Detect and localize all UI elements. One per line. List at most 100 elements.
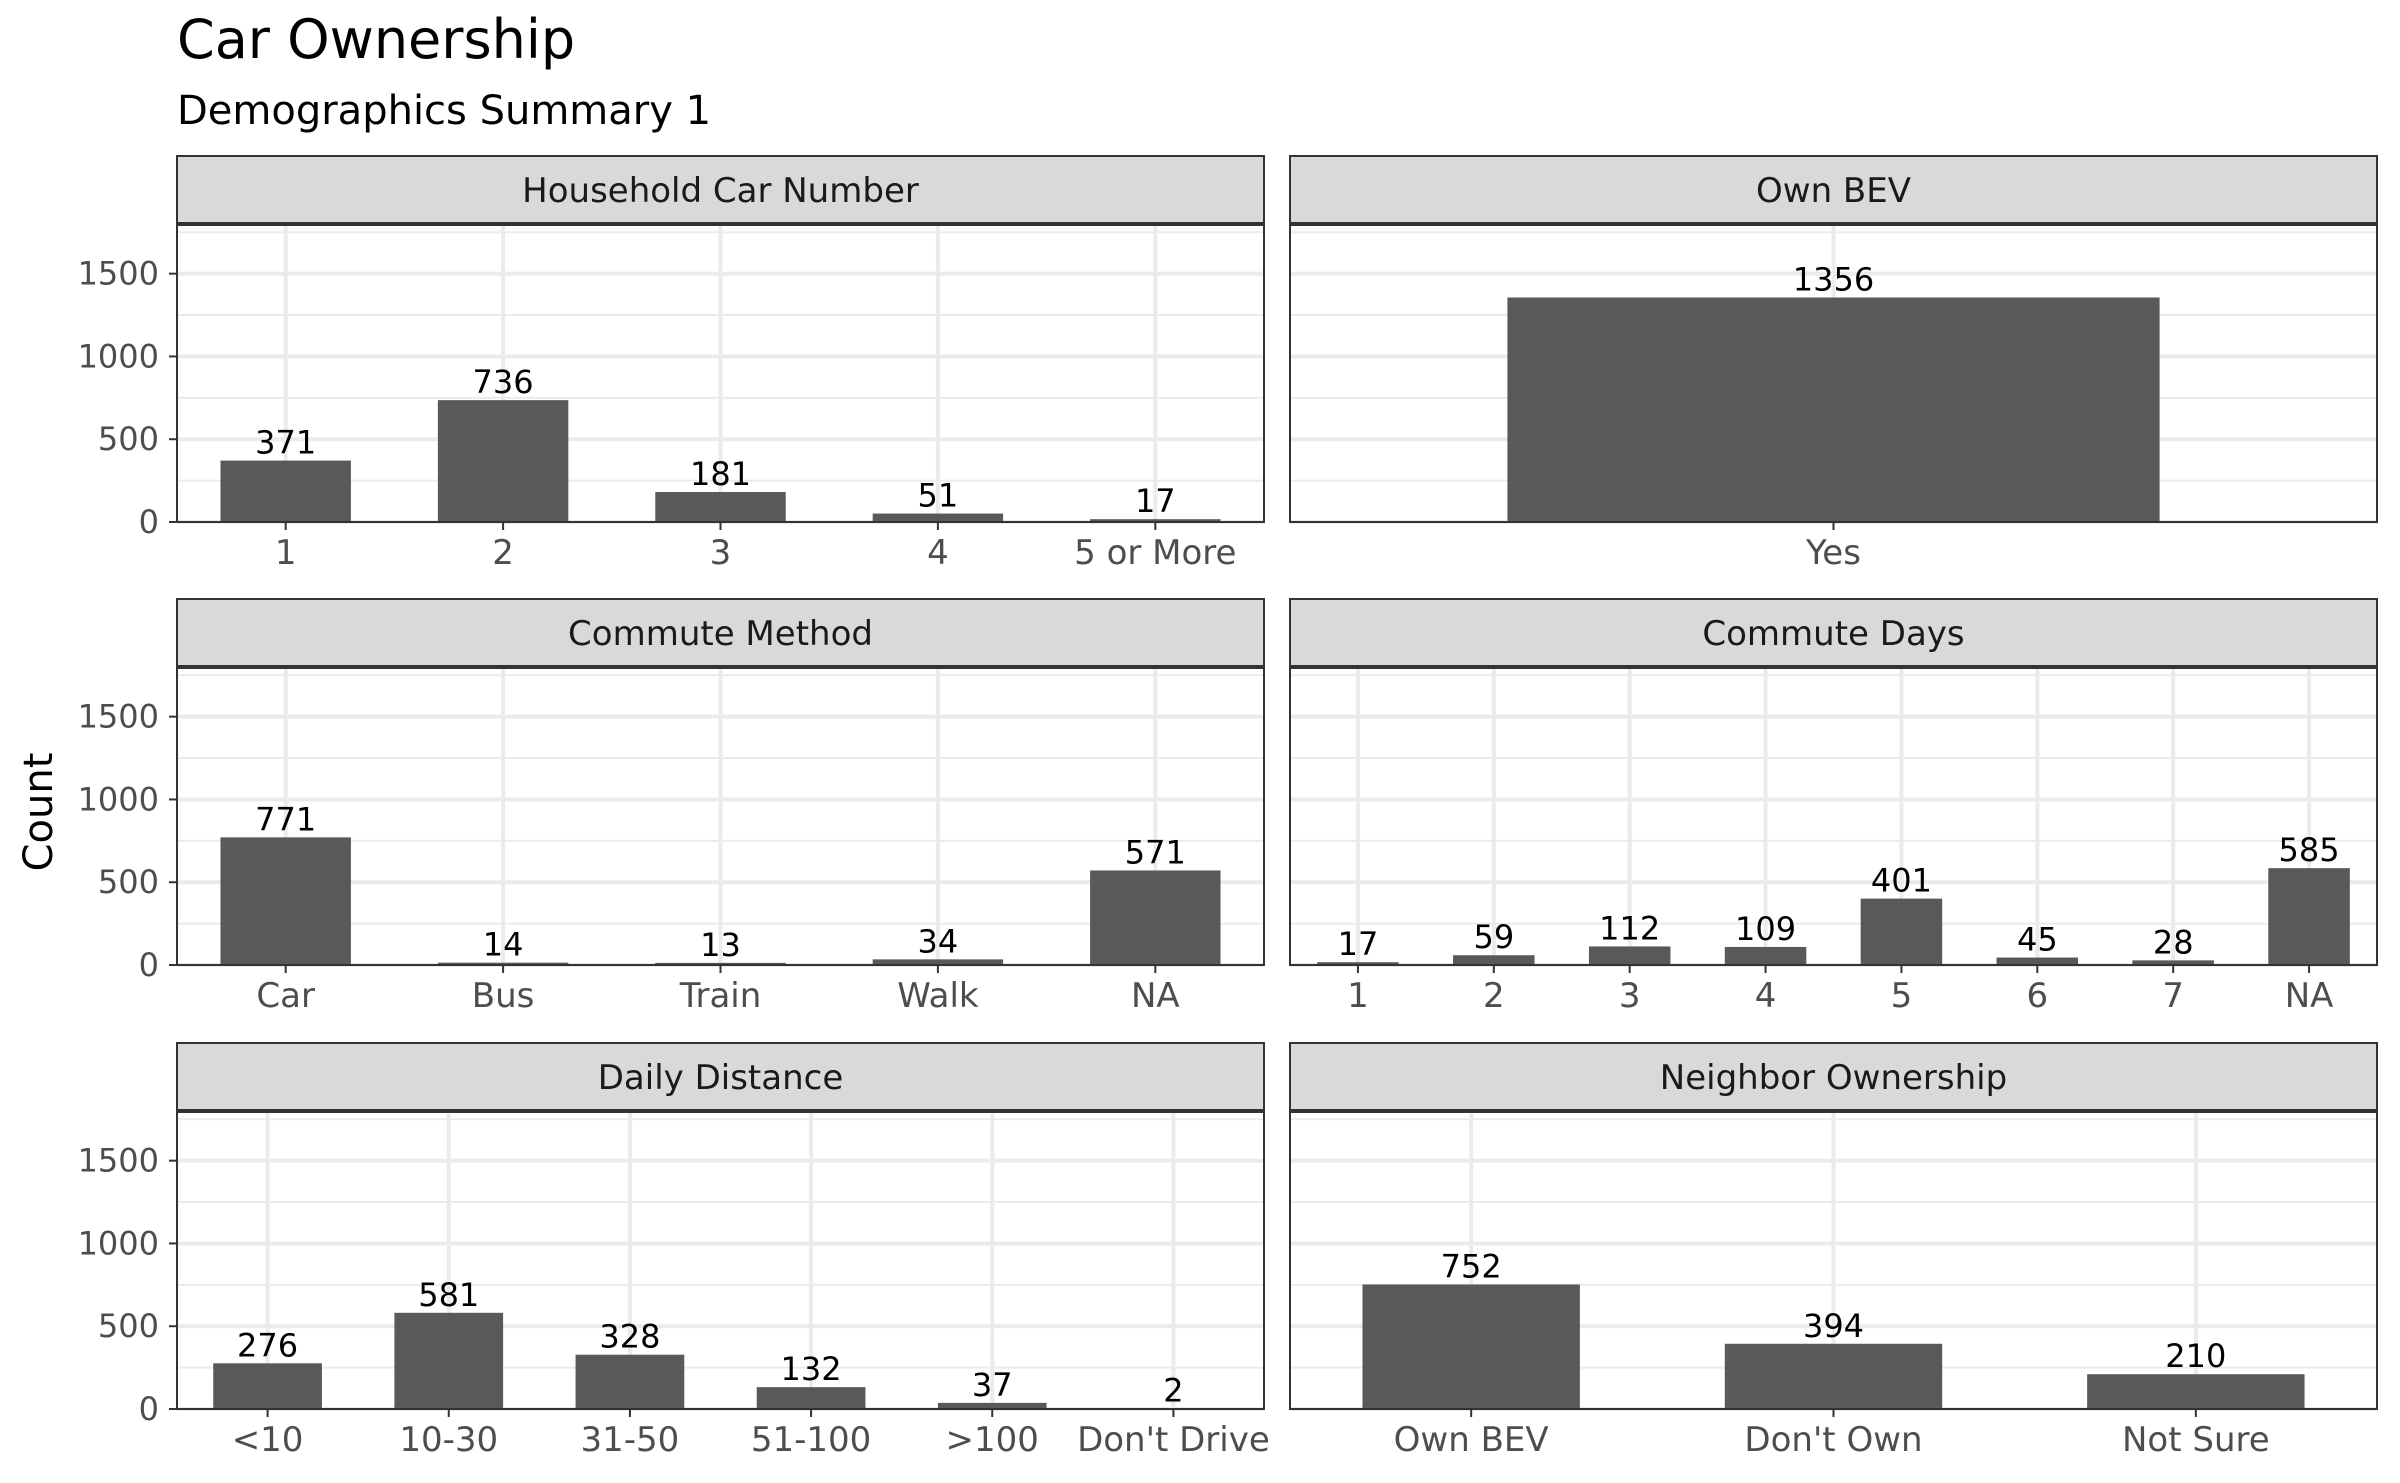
bar-label-yes: 1356 (1793, 261, 1874, 299)
x-tick-label-3: 3 (1619, 976, 1641, 1016)
bar-label-6: 45 (2017, 921, 2058, 959)
y-tick-label-1000: 1000 (78, 780, 159, 818)
facet-title-commute-method: Commute Method (568, 614, 873, 654)
bar-1 (1317, 962, 1399, 965)
bar-label-not-sure: 210 (2165, 1337, 2226, 1375)
bar-label-5: 401 (1871, 862, 1932, 900)
bar-100 (937, 1402, 1047, 1409)
x-tick-label-100: >100 (946, 1420, 1039, 1460)
y-tick-label-0: 0 (139, 1390, 159, 1428)
bar-na (2268, 868, 2350, 965)
bar-label-10-30: 581 (418, 1276, 479, 1314)
bar-7 (2132, 960, 2214, 965)
facet-strip (1289, 1042, 2378, 1112)
facet-title-daily-distance: Daily Distance (598, 1058, 844, 1098)
x-tick-label-train: Train (679, 976, 762, 1016)
bar-label-train: 13 (700, 926, 741, 964)
bar-2 (1453, 955, 1535, 965)
panel-background (1290, 667, 2377, 965)
bar-5-or-more (1090, 519, 1221, 522)
x-tick-label-51-100: 51-100 (751, 1420, 871, 1460)
y-tick-label-1500: 1500 (78, 1142, 159, 1180)
x-tick-label-5: 5 (1891, 976, 1913, 1016)
chart-subtitle: Demographics Summary 1 (177, 88, 711, 134)
x-tick-label-10: <10 (232, 1420, 304, 1460)
x-tick-label-4: 4 (1755, 976, 1777, 1016)
bar-label-na: 571 (1125, 833, 1186, 871)
bar-10-30 (394, 1312, 504, 1409)
chart-title: Car Ownership (177, 8, 575, 71)
panel-commute-method: 771 Car 14 Bus 13 Train 34 Walk 571 NA 0 500 1000 150… (78, 598, 1265, 1016)
bar-label-3: 181 (690, 455, 751, 493)
x-tick-label-2: 2 (492, 533, 514, 573)
x-tick-label-3: 3 (710, 533, 732, 573)
bar-na (1090, 870, 1221, 965)
bar-6 (1996, 957, 2079, 965)
bar-bus (437, 962, 569, 965)
bar-31-50 (575, 1354, 685, 1409)
bar-label-bus: 14 (483, 926, 524, 964)
bar-label-7: 28 (2153, 923, 2194, 961)
x-tick-label-don-t-own: Don't Own (1744, 1420, 1922, 1460)
bar-label-1: 371 (255, 424, 316, 462)
bar-2 (437, 400, 569, 522)
bar-3 (655, 492, 786, 522)
y-tick-label-1500: 1500 (78, 698, 159, 736)
bar-label-51-100: 132 (781, 1350, 842, 1388)
y-tick-label-1000: 1000 (78, 337, 159, 375)
bar-label-2: 736 (473, 363, 534, 401)
x-tick-label-1: 1 (275, 533, 297, 573)
x-tick-label-1: 1 (1347, 976, 1369, 1016)
bar-51-100 (756, 1387, 866, 1409)
x-tick-label-7: 7 (2162, 976, 2184, 1016)
bar-1 (220, 460, 351, 522)
bar-yes (1507, 297, 2160, 522)
bar-label-don-t-drive: 2 (1163, 1372, 1183, 1410)
panel-commute-days: 17 1 59 2 112 3 109 4 401 5 45 6 28 7 585 NA Commute Day… (1289, 598, 2378, 1016)
bar-4 (872, 513, 1004, 522)
x-tick-label-na: NA (2285, 976, 2334, 1016)
bar-label-2: 59 (1473, 918, 1514, 956)
bar-label-na: 585 (2279, 831, 2340, 869)
bar-label-4: 109 (1735, 910, 1796, 948)
x-tick-label-don-t-drive: Don't Drive (1077, 1420, 1270, 1460)
bar-don-t-own (1724, 1343, 1943, 1409)
bar-walk (872, 959, 1004, 965)
bar-label-3: 112 (1599, 909, 1660, 947)
x-tick-label-2: 2 (1483, 976, 1505, 1016)
x-tick-label-walk: Walk (897, 976, 979, 1016)
bar-label-4: 51 (918, 477, 959, 515)
bar-5 (1860, 898, 1943, 965)
bar-label-own-bev: 752 (1441, 1248, 1502, 1286)
facet-title-household-car-number: Household Car Number (522, 171, 919, 211)
x-tick-label-car: Car (256, 976, 315, 1016)
facet-title-neighbor-ownership: Neighbor Ownership (1660, 1058, 2007, 1098)
bar-not-sure (2087, 1374, 2305, 1409)
bar-label-31-50: 328 (599, 1318, 660, 1356)
facet-strip (176, 598, 1265, 668)
bar-label-car: 771 (255, 800, 316, 838)
bar-own-bev (1362, 1284, 1580, 1409)
x-tick-label-yes: Yes (1805, 533, 1861, 573)
x-tick-label-own-bev: Own BEV (1394, 1420, 1549, 1460)
x-tick-label-6: 6 (2026, 976, 2048, 1016)
facet-title-commute-days: Commute Days (1702, 614, 1964, 654)
panel-daily-distance: 276 <10 581 10-30 328 31-50 132 51-100 37 >100 2 Do… (78, 1042, 1270, 1460)
bar-label-walk: 34 (918, 922, 959, 960)
y-tick-label-500: 500 (98, 1307, 159, 1345)
y-axis-label: Count (16, 753, 62, 872)
y-tick-label-1000: 1000 (78, 1224, 159, 1262)
y-tick-label-500: 500 (98, 420, 159, 458)
bar-label-5-or-more: 17 (1135, 482, 1176, 520)
bar-train (655, 962, 786, 965)
facet-strip (1289, 598, 2378, 668)
x-tick-label-5-or-more: 5 or More (1074, 533, 1236, 573)
panel-household-car-number: 371 1 736 2 181 3 51 4 17 5 or More 0 500 1000 1500 Ho… (78, 155, 1265, 573)
bar-car (220, 837, 351, 965)
bar-10 (213, 1363, 322, 1409)
bar-3 (1588, 946, 1671, 965)
bar-label-don-t-own: 394 (1803, 1307, 1864, 1345)
y-tick-label-1500: 1500 (78, 255, 159, 293)
panel-background (177, 1111, 1264, 1409)
